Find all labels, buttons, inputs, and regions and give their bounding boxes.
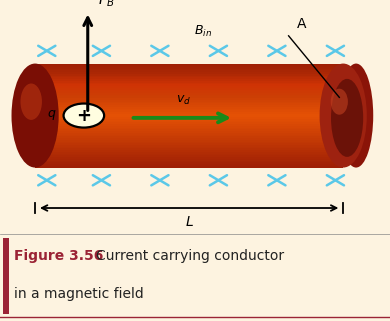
Polygon shape xyxy=(35,64,343,65)
Polygon shape xyxy=(35,114,343,116)
Polygon shape xyxy=(35,155,343,157)
Polygon shape xyxy=(35,124,343,126)
Polygon shape xyxy=(35,93,343,95)
Polygon shape xyxy=(35,147,343,149)
Polygon shape xyxy=(35,91,343,93)
Polygon shape xyxy=(35,112,343,114)
Ellipse shape xyxy=(319,64,367,168)
Polygon shape xyxy=(35,166,343,168)
Polygon shape xyxy=(35,131,343,133)
Polygon shape xyxy=(35,88,343,90)
Polygon shape xyxy=(35,71,343,72)
Polygon shape xyxy=(35,134,343,136)
Polygon shape xyxy=(3,238,9,314)
Polygon shape xyxy=(35,108,343,110)
Polygon shape xyxy=(35,97,343,98)
Polygon shape xyxy=(35,102,343,103)
Polygon shape xyxy=(35,121,343,123)
Polygon shape xyxy=(35,74,343,76)
Polygon shape xyxy=(35,116,343,117)
Ellipse shape xyxy=(339,64,373,168)
Polygon shape xyxy=(35,150,343,152)
Polygon shape xyxy=(35,157,343,159)
Ellipse shape xyxy=(331,89,348,115)
Polygon shape xyxy=(35,119,343,121)
Polygon shape xyxy=(35,138,343,140)
Text: $F_B$: $F_B$ xyxy=(98,0,114,9)
Polygon shape xyxy=(35,65,343,67)
Polygon shape xyxy=(35,154,343,155)
Polygon shape xyxy=(35,160,343,162)
Polygon shape xyxy=(35,98,343,100)
Text: $v_d$: $v_d$ xyxy=(176,94,191,108)
Polygon shape xyxy=(35,149,343,150)
Polygon shape xyxy=(35,126,343,128)
Polygon shape xyxy=(35,159,343,160)
Polygon shape xyxy=(35,105,343,107)
Polygon shape xyxy=(35,107,343,108)
Polygon shape xyxy=(35,117,343,119)
Polygon shape xyxy=(35,128,343,129)
Text: +: + xyxy=(76,107,91,125)
Polygon shape xyxy=(35,143,343,145)
Polygon shape xyxy=(35,142,343,143)
Polygon shape xyxy=(35,84,343,86)
Polygon shape xyxy=(35,123,343,124)
Text: A: A xyxy=(296,17,306,31)
Text: in a magnetic field: in a magnetic field xyxy=(14,287,144,301)
Polygon shape xyxy=(35,81,343,82)
Ellipse shape xyxy=(331,79,363,157)
Polygon shape xyxy=(35,90,343,91)
Polygon shape xyxy=(35,82,343,84)
Polygon shape xyxy=(35,145,343,147)
Polygon shape xyxy=(35,152,343,154)
Polygon shape xyxy=(35,76,343,77)
Circle shape xyxy=(64,104,104,127)
Polygon shape xyxy=(35,103,343,105)
Ellipse shape xyxy=(12,64,59,168)
Text: Figure 3.56: Figure 3.56 xyxy=(14,249,103,263)
Polygon shape xyxy=(35,110,343,112)
Polygon shape xyxy=(35,133,343,134)
Polygon shape xyxy=(35,67,343,69)
Text: L: L xyxy=(185,215,193,229)
Polygon shape xyxy=(35,162,343,164)
Text: Current carrying conductor: Current carrying conductor xyxy=(96,249,284,263)
Polygon shape xyxy=(35,95,343,97)
Text: q: q xyxy=(47,107,55,120)
Polygon shape xyxy=(35,129,343,131)
Polygon shape xyxy=(35,72,343,74)
Polygon shape xyxy=(35,79,343,81)
Polygon shape xyxy=(35,164,343,166)
Polygon shape xyxy=(35,136,343,138)
Polygon shape xyxy=(35,77,343,79)
Polygon shape xyxy=(35,100,343,102)
Text: $B_{in}$: $B_{in}$ xyxy=(194,24,212,39)
Ellipse shape xyxy=(21,83,42,120)
Polygon shape xyxy=(35,69,343,71)
Polygon shape xyxy=(35,140,343,142)
Polygon shape xyxy=(35,86,343,88)
